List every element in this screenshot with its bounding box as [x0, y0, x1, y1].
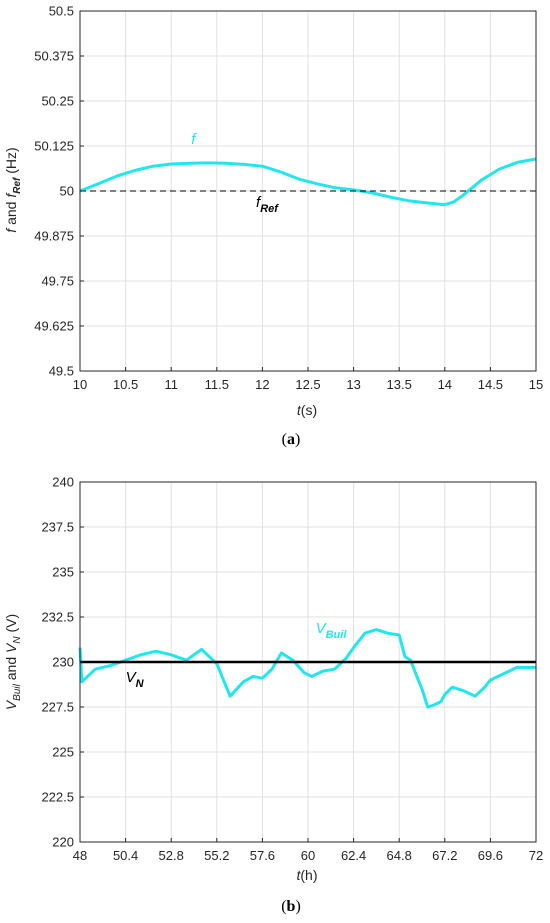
- panel-b-x-tick-label: 48: [73, 848, 87, 863]
- panel-b-y-tick-label: 237.5: [41, 520, 74, 535]
- panel-a-y-tick-label: 50: [60, 184, 74, 199]
- panel-b-y-tick-label: 230: [52, 655, 74, 670]
- panel-b-x-tick-label: 60: [301, 848, 315, 863]
- panel-b-y-tick-label: 240: [52, 475, 74, 490]
- panel-a-x-tick-label: 14.5: [478, 377, 503, 392]
- panel-a-x-tick-label: 12.5: [295, 377, 320, 392]
- panel-b-x-axis-label: t(h): [296, 867, 317, 883]
- panel-a-x-tick-label: 10.5: [113, 377, 138, 392]
- panel-a-x-tick-label: 13.5: [387, 377, 412, 392]
- panel-a-x-tick-label: 11.5: [205, 377, 229, 392]
- panel-b-x-tick-label: 72: [529, 848, 543, 863]
- panel-a-y-tick-label: 49.5: [49, 364, 74, 379]
- panel-a-x-tick-label: 15: [529, 377, 543, 392]
- panel-b-series: [78, 628, 536, 709]
- panel-a: 10 10.5 11 11.5 12 12.5 13 13.5 14 14.5 15 49.549.…: [3, 4, 543, 449]
- panel-b-y-tick-label: 222.5: [41, 790, 74, 805]
- panel-b-y-tick-label: 225: [52, 745, 74, 760]
- panel-a-series-f: [79, 157, 537, 207]
- panel-a-caption: (a): [282, 431, 301, 448]
- panel-b-annotation: VBuil: [316, 620, 348, 641]
- panel-a-y-tick-label: 50.25: [41, 94, 74, 109]
- panel-a-x-ticks: 10 10.5 11 11.5 12 12.5 13 13.5 14 14.5 15: [73, 367, 543, 392]
- panel-a-y-ticks: 49.5 49.625 49.75 49.875 50 50.125 50.25 50.375…: [34, 4, 84, 379]
- panel-b-y-tick-label: 232.5: [41, 610, 74, 625]
- panel-a-x-tick-label: 10: [73, 377, 87, 392]
- panel-a-series: [79, 157, 537, 207]
- panel-a-y-tick-label: 49.75: [41, 274, 74, 289]
- panel-a-annotation: f: [191, 131, 197, 148]
- panel-b-x-tick-label: 62.4: [341, 848, 366, 863]
- panel-b: 48 50.4 52.8 55.2 57.6 60 62.4 64.8 67.2 69.6 72 2…: [3, 475, 543, 916]
- panel-a-x-tick-label: 11: [164, 377, 178, 392]
- panel-b-x-tick-label: 64.8: [387, 848, 412, 863]
- panel-a-x-tick-label: 13: [346, 377, 360, 392]
- panel-b-x-tick-label: 57.6: [250, 848, 275, 863]
- panel-b-annotation: VN: [126, 669, 145, 690]
- panel-b-annotations: VBuil VN: [126, 620, 348, 690]
- panel-a-annotation: fRef: [256, 194, 279, 215]
- panel-a-x-tick-label: 14: [438, 377, 452, 392]
- panel-a-annotations: f fRef: [191, 131, 279, 215]
- panel-a-y-tick-label: 50.125: [34, 139, 74, 154]
- panel-b-x-tick-label: 55.2: [204, 848, 229, 863]
- panel-b-y-tick-label: 227.5: [41, 700, 74, 715]
- panel-b-y-ticks: 220 222.5 225 227.5 230 232.5 235 237.5 240: [41, 475, 84, 850]
- panel-a-y-tick-label: 50.375: [34, 49, 74, 64]
- panel-a-x-tick-label: 12: [255, 377, 269, 392]
- panel-a-y-axis-label: f and fRef (Hz): [3, 147, 23, 232]
- panel-a-y-tick-label: 49.875: [34, 229, 74, 244]
- panel-b-caption: (b): [281, 898, 301, 915]
- panel-b-x-tick-label: 52.8: [159, 848, 184, 863]
- panel-a-x-axis-label: t(s): [297, 402, 317, 418]
- panel-b-x-tick-label: 50.4: [113, 848, 138, 863]
- panel-a-y-tick-label: 50.5: [49, 4, 74, 19]
- panel-b-x-ticks: 48 50.4 52.8 55.2 57.6 60 62.4 64.8 67.2 69.6 72: [73, 838, 543, 863]
- panel-b-x-tick-label: 69.6: [478, 848, 503, 863]
- panel-b-y-tick-label: 235: [52, 565, 74, 580]
- panel-b-y-tick-label: 220: [52, 835, 74, 850]
- panel-b-y-axis-label: VBuil and VN (V): [3, 614, 23, 710]
- panel-b-x-tick-label: 67.2: [432, 848, 457, 863]
- panel-b-series-vbuil: [78, 628, 536, 709]
- panel-a-y-tick-label: 49.625: [34, 319, 74, 334]
